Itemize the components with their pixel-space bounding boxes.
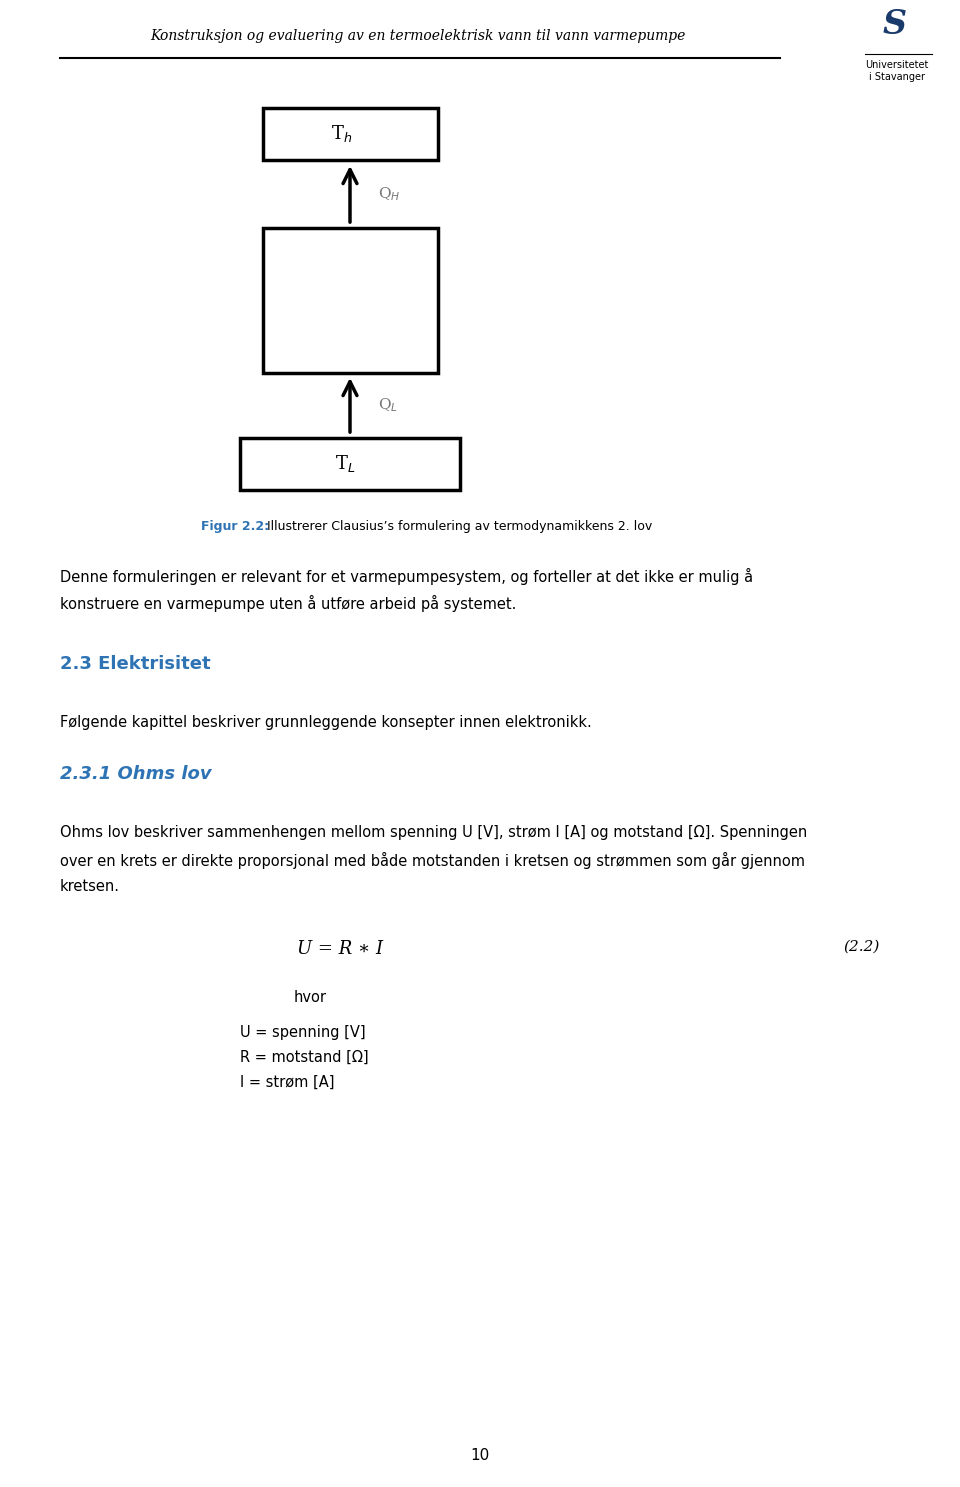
Text: Q$_H$: Q$_H$ — [378, 186, 400, 202]
Text: Illustrerer Clausius’s formulering av termodynamikkens 2. lov: Illustrerer Clausius’s formulering av te… — [263, 520, 652, 532]
Text: (2.2): (2.2) — [844, 940, 880, 955]
Text: Universitetet
i Stavanger: Universitetet i Stavanger — [865, 59, 928, 82]
Text: T$_h$: T$_h$ — [331, 123, 352, 144]
Text: S: S — [883, 7, 907, 40]
Text: 2.3.1 Ohms lov: 2.3.1 Ohms lov — [60, 764, 211, 784]
Text: Q$_L$: Q$_L$ — [378, 396, 398, 413]
Text: 10: 10 — [470, 1447, 490, 1463]
Text: 2.3 Elektrisitet: 2.3 Elektrisitet — [60, 654, 210, 674]
Text: over en krets er direkte proporsjonal med både motstanden i kretsen og strømmen : over en krets er direkte proporsjonal me… — [60, 852, 805, 868]
Text: kretsen.: kretsen. — [60, 879, 120, 894]
Text: Denne formuleringen er relevant for et varmepumpesystem, og forteller at det ikk: Denne formuleringen er relevant for et v… — [60, 568, 754, 584]
Text: Figur 2.2:: Figur 2.2: — [201, 520, 269, 532]
Text: hvor: hvor — [294, 990, 326, 1005]
Text: T$_L$: T$_L$ — [335, 454, 355, 474]
Text: R = motstand [Ω]: R = motstand [Ω] — [240, 1050, 369, 1065]
Bar — [240, 439, 460, 491]
Bar — [262, 109, 438, 161]
Text: Konstruksjon og evaluering av en termoelektrisk vann til vann varmepumpe: Konstruksjon og evaluering av en termoel… — [151, 30, 685, 43]
Text: konstruere en varmepumpe uten å utføre arbeid på systemet.: konstruere en varmepumpe uten å utføre a… — [60, 595, 516, 613]
Text: U = spenning [V]: U = spenning [V] — [240, 1025, 366, 1039]
Text: U = R ∗ I: U = R ∗ I — [297, 940, 383, 958]
Text: I = strøm [A]: I = strøm [A] — [240, 1075, 334, 1090]
Text: Følgende kapittel beskriver grunnleggende konsepter innen elektronikk.: Følgende kapittel beskriver grunnleggend… — [60, 715, 591, 730]
Text: Ohms lov beskriver sammenhengen mellom spenning U [V], strøm I [A] og motstand [: Ohms lov beskriver sammenhengen mellom s… — [60, 825, 807, 840]
Bar — [262, 228, 438, 373]
